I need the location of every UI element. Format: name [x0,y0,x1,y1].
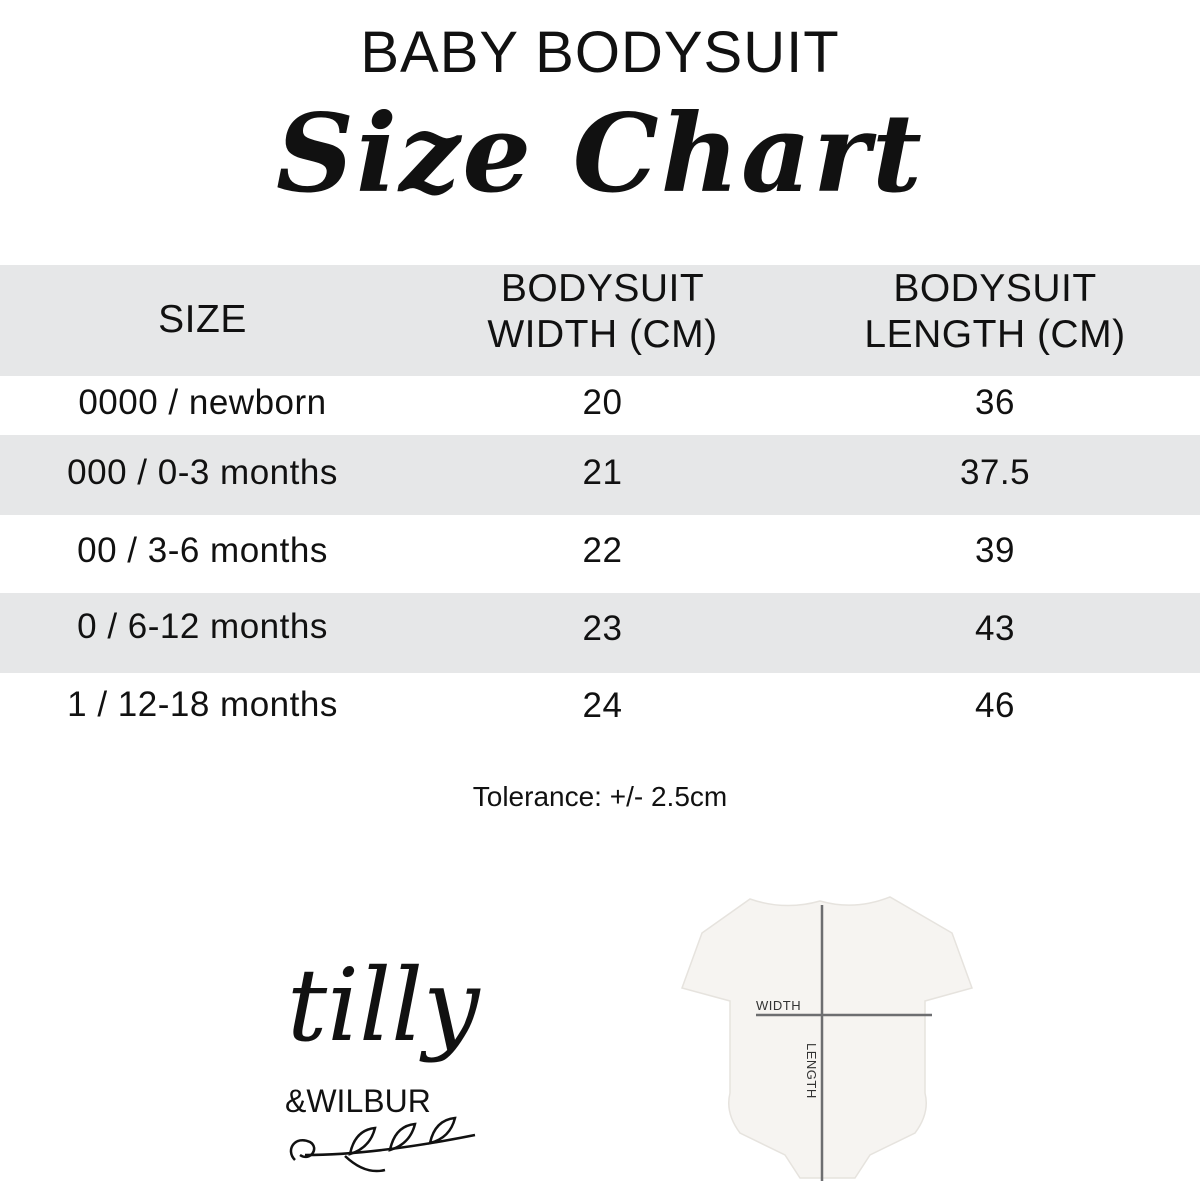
width-label: WIDTH [756,998,801,1013]
brand-logo: tilly &WILBUR [285,947,481,1173]
row-band [0,435,1200,515]
tolerance-note: Tolerance: +/- 2.5cm [472,781,728,812]
bodysuit-shape [681,896,973,1179]
width-cell: 22 [582,531,623,570]
page-subtitle: Size Chart [276,91,924,217]
length-cell: 43 [975,609,1015,648]
length-label: LENGTH [804,1043,819,1099]
header-length-line2: LENGTH (CM) [864,313,1126,356]
logo-wilbur: &WILBUR [285,1083,431,1119]
length-cell: 37.5 [959,453,1031,492]
width-cell: 24 [582,686,623,725]
size-cell: 1 / 12-18 months [67,685,338,724]
row-band [0,593,1200,673]
page-title: BABY BODYSUIT [360,20,840,85]
width-cell: 20 [582,383,623,422]
logo-tilly: tilly [287,947,481,1064]
size-cell: 000 / 0-3 months [67,453,338,492]
width-cell: 23 [582,609,623,648]
width-cell: 21 [582,453,623,492]
length-cell: 46 [975,686,1015,725]
size-cell: 0000 / newborn [78,383,327,422]
size-cell: 00 / 3-6 months [77,531,328,570]
length-cell: 39 [975,531,1015,570]
header-length: BODYSUIT LENGTH (CM) [800,266,1190,358]
bodysuit-diagram: WIDTH LENGTH [681,896,973,1181]
header-width-line1: BODYSUIT [500,267,705,310]
header-length-line1: BODYSUIT [893,267,1097,310]
header-size: SIZE [158,298,247,341]
header-width-line2: WIDTH (CM) [487,313,718,356]
header-width: BODYSUIT WIDTH (CM) [410,266,795,358]
length-cell: 36 [975,383,1015,422]
table-header-band [0,265,1200,376]
size-cell: 0 / 6-12 months [77,607,328,646]
leaf-branch-icon [289,1116,476,1173]
